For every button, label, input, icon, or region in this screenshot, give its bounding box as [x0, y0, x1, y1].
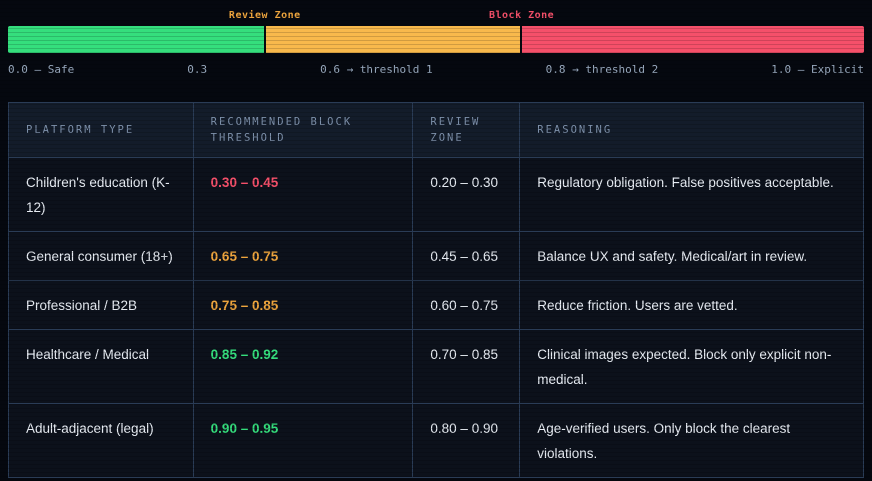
platform-cell: Adult-adjacent (legal) — [8, 403, 194, 478]
header-review-zone: REVIEW ZONE — [412, 102, 521, 158]
header-reasoning: REASONING — [519, 102, 864, 158]
platform-cell: General consumer (18+) — [8, 231, 194, 281]
header-row: PLATFORM TYPE RECOMMENDED BLOCK THRESHOL… — [8, 102, 864, 158]
reasoning-cell: Reduce friction. Users are vetted. — [519, 280, 864, 330]
threshold-bar — [8, 26, 864, 53]
threshold-table: PLATFORM TYPE RECOMMENDED BLOCK THRESHOL… — [8, 102, 864, 478]
table-header: PLATFORM TYPE RECOMMENDED BLOCK THRESHOL… — [8, 102, 864, 158]
threshold-value: 0.65 – 0.75 — [210, 249, 279, 264]
platform-cell: Children's education (K-12) — [8, 157, 194, 232]
header-block-threshold: RECOMMENDED BLOCK THRESHOLD — [192, 102, 414, 158]
table-body: Children's education (K-12) 0.30 – 0.45 … — [8, 157, 864, 478]
table-row: Children's education (K-12) 0.30 – 0.45 … — [8, 157, 864, 232]
threshold-value: 0.75 – 0.85 — [210, 298, 279, 313]
block-zone-label: Block Zone — [488, 10, 555, 21]
safe-zone-segment — [8, 26, 264, 53]
block-zone-segment — [522, 26, 864, 53]
tick-safe: 0.0 — Safe — [8, 63, 75, 76]
table-row: Adult-adjacent (legal) 0.90 – 0.95 0.80 … — [8, 403, 864, 478]
tick-threshold-2: 0.8 → threshold 2 — [545, 63, 659, 76]
review-zone-segment — [265, 26, 521, 53]
threshold-cell: 0.65 – 0.75 — [192, 231, 414, 281]
threshold-cell: 0.85 – 0.92 — [192, 329, 414, 404]
tick-threshold-1: 0.6 → threshold 1 — [320, 63, 433, 76]
threshold-cell: 0.75 – 0.85 — [192, 280, 414, 330]
table-row: Professional / B2B 0.75 – 0.85 0.60 – 0.… — [8, 280, 864, 330]
review-zone-cell: 0.60 – 0.75 — [412, 280, 521, 330]
threshold-value: 0.30 – 0.45 — [210, 175, 279, 190]
table-row: General consumer (18+) 0.65 – 0.75 0.45 … — [8, 231, 864, 281]
review-zone-label: Review Zone — [228, 10, 301, 21]
scale-tick-row: 0.0 — Safe 0.3 0.6 → threshold 1 0.8 → t… — [8, 63, 864, 76]
review-zone-cell: 0.20 – 0.30 — [412, 157, 521, 232]
threshold-value: 0.85 – 0.92 — [210, 347, 279, 362]
table-row: Healthcare / Medical 0.85 – 0.92 0.70 – … — [8, 329, 864, 404]
review-zone-cell: 0.70 – 0.85 — [412, 329, 521, 404]
reasoning-cell: Age-verified users. Only block the clear… — [519, 403, 864, 478]
zone-labels-row: Review Zone Block Zone — [8, 8, 864, 23]
threshold-cell: 0.30 – 0.45 — [192, 157, 414, 232]
review-zone-cell: 0.80 – 0.90 — [412, 403, 521, 478]
reasoning-cell: Clinical images expected. Block only exp… — [519, 329, 864, 404]
reasoning-cell: Regulatory obligation. False positives a… — [519, 157, 864, 232]
platform-cell: Professional / B2B — [8, 280, 194, 330]
platform-cell: Healthcare / Medical — [8, 329, 194, 404]
tick-0-3: 0.3 — [187, 63, 208, 76]
threshold-scale: Review Zone Block Zone 0.0 — Safe 0.3 0.… — [8, 8, 864, 76]
review-zone-cell: 0.45 – 0.65 — [412, 231, 521, 281]
reasoning-cell: Balance UX and safety. Medical/art in re… — [519, 231, 864, 281]
threshold-value: 0.90 – 0.95 — [210, 421, 279, 436]
threshold-cell: 0.90 – 0.95 — [192, 403, 414, 478]
tick-explicit: 1.0 — Explicit — [771, 63, 864, 76]
header-platform-type: PLATFORM TYPE — [8, 102, 194, 158]
